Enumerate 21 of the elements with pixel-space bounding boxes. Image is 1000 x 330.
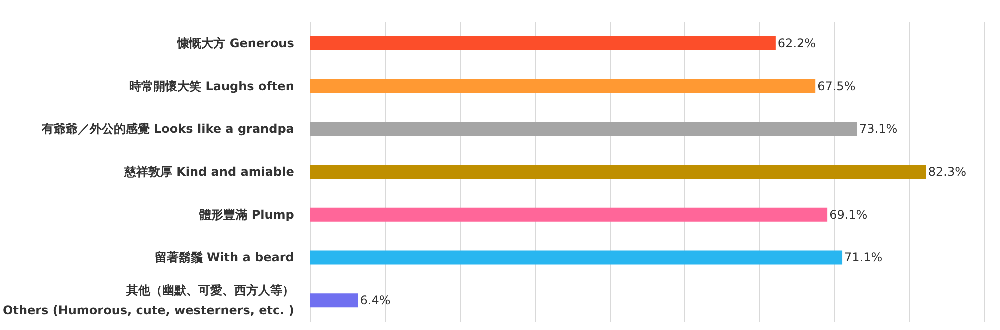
y-tick-label: 時常開懷大笑 Laughs often [130, 79, 294, 94]
y-tick-label: 體形豐滿 Plump [200, 208, 295, 222]
bar [310, 36, 776, 50]
bar [310, 165, 926, 179]
data-label: 71.1% [844, 250, 883, 265]
bar [310, 122, 858, 136]
bar [310, 208, 828, 222]
y-tick-label: 其他（幽默、可愛、西方人等） Others (Humorous, cute, westerners, etc. ) [3, 284, 294, 318]
data-label: 62.2% [778, 36, 816, 50]
data-label: 73.1% [860, 122, 898, 136]
data-label: 67.5% [818, 79, 856, 94]
bar [310, 294, 358, 308]
data-label: 69.1% [830, 208, 868, 222]
bar [310, 79, 816, 94]
y-tick-label: 慈祥敦厚 Kind and amiable [123, 165, 294, 179]
data-label: 82.3% [928, 165, 966, 179]
bar [310, 250, 843, 265]
data-label: 6.4% [360, 294, 391, 308]
y-tick-label: 有爺爺／外公的感覺 Looks like a grandpa [40, 122, 294, 136]
y-tick-label: 留著鬍鬚 With a beard [154, 250, 294, 265]
y-tick-label: 慷慨大方 Generous [176, 36, 294, 50]
